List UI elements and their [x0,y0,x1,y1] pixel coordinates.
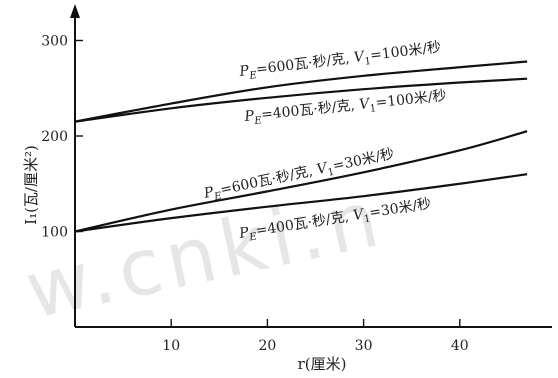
curve-label-part: 1 [327,167,336,179]
curve-label-part: P [202,184,216,202]
curve-label-part: V [353,49,367,66]
x-tick-label: 30 [355,338,373,354]
curve-label-part: P [238,63,251,80]
x-tick-label: 20 [258,338,276,354]
curve-label-part: =100米/秒 [369,39,442,64]
curve-label-part: 1 [363,213,371,225]
curve-label-part: =30米/秒 [331,146,395,175]
y-tick-label: 100 [41,225,68,241]
curve-label-part: =600瓦·秒/克, [255,50,355,78]
curve-label-part: E [253,115,263,127]
series-line [74,60,528,123]
curve-label-part: V [358,96,372,113]
y-tick-label: 200 [41,129,68,145]
curves [74,60,528,233]
curve-label: PE=600瓦·秒/克, V1=100米/秒 [238,39,443,83]
curve-label-part: =100米/秒 [375,88,447,111]
x-tick-label: 10 [162,338,180,354]
axes [70,4,552,328]
series-line [74,77,528,123]
curve-label-part: E [212,190,223,203]
series-line [74,130,528,233]
curve-label-part: E [248,70,258,82]
curve-label: PE=400瓦·秒/克, V1=100米/秒 [243,88,448,128]
curve-label-part: 1 [369,103,376,115]
curve-label-part: P [243,108,256,125]
y-axis-label: I₁(瓦/厘米²) [22,145,40,225]
curve-label-part: =400瓦·秒/克, [260,97,360,123]
series-line [74,173,528,233]
curve-label-part: P [237,225,250,243]
ticks: 10 20 30 40 100 200 300 [41,34,468,355]
x-tick-label: 40 [451,338,469,354]
y-axis-arrow [70,4,80,18]
curve-label-part: E [248,231,259,243]
x-axis-label: r(厘米) [298,355,347,373]
curve-label-part: 1 [364,56,372,68]
y-tick-label: 300 [41,34,68,50]
